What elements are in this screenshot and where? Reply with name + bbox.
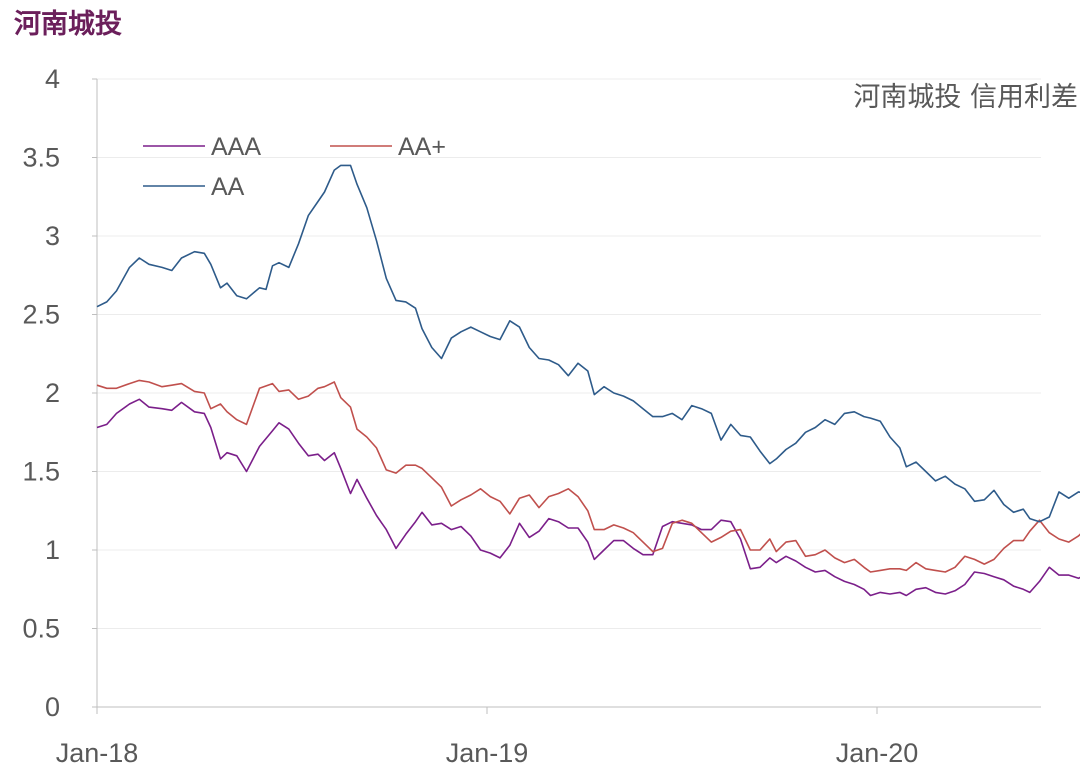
y-tick-label: 2 bbox=[45, 378, 60, 408]
x-tick-label: Jan-18 bbox=[56, 738, 139, 768]
legend-label: AAA bbox=[211, 133, 261, 161]
x-tick-label: Jan-20 bbox=[836, 738, 919, 768]
x-tick-label: Jan-19 bbox=[446, 738, 529, 768]
legend: AAA AA+ AA bbox=[143, 133, 446, 201]
legend-label: AA bbox=[211, 173, 245, 201]
chart-title: 河南城投 信用利差 bbox=[853, 82, 1078, 113]
y-tick-label: 3.5 bbox=[22, 143, 60, 173]
x-axis-tick-labels: Jan-18 Jan-19 Jan-20 bbox=[56, 738, 919, 768]
series-lines bbox=[96, 164, 1080, 597]
legend-label: AA+ bbox=[398, 133, 446, 161]
grid-lines bbox=[97, 78, 1041, 629]
page-title: 河南城投 bbox=[14, 9, 122, 40]
axes bbox=[92, 78, 1041, 714]
y-tick-label: 3 bbox=[45, 221, 60, 251]
y-tick-label: 1 bbox=[45, 535, 60, 565]
y-tick-label: 1.5 bbox=[22, 457, 60, 487]
series-line-aaplus bbox=[96, 379, 1080, 573]
series-line-aa bbox=[96, 164, 1080, 523]
y-tick-label: 4 bbox=[45, 64, 60, 94]
y-axis-tick-labels: 0 0.5 1 1.5 2 2.5 3 3.5 4 bbox=[22, 64, 60, 722]
y-tick-label: 2.5 bbox=[22, 300, 60, 330]
y-tick-label: 0.5 bbox=[22, 614, 60, 644]
series-line-aaa bbox=[96, 398, 1080, 597]
y-tick-label: 0 bbox=[45, 692, 60, 722]
